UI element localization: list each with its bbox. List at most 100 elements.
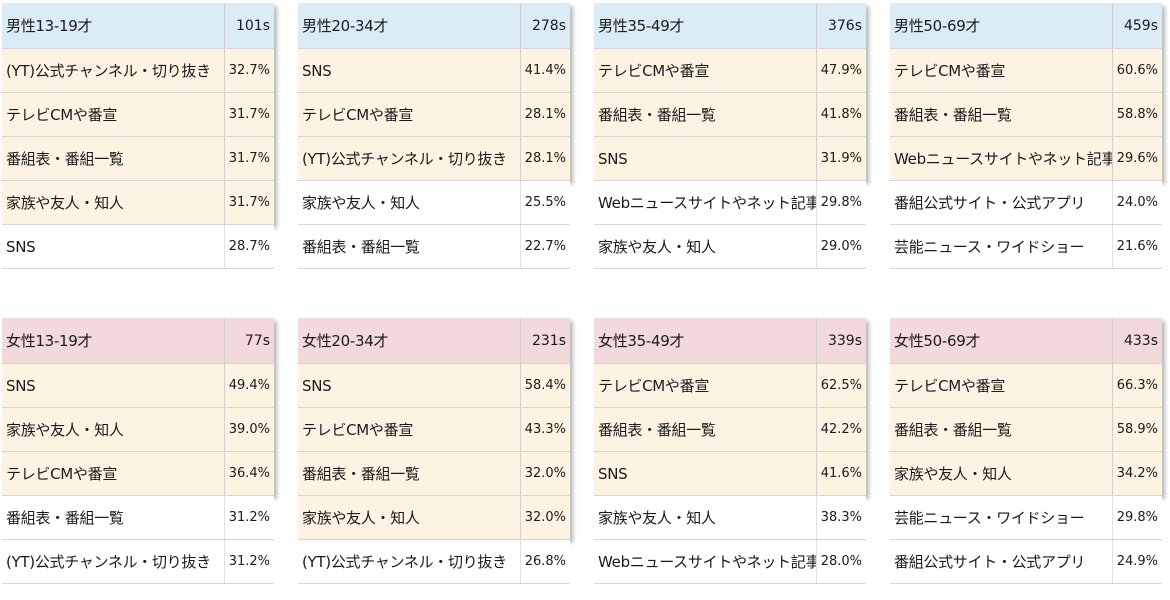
row-value: 29.8% — [816, 181, 866, 224]
sample-size: 278s — [520, 3, 570, 48]
row-value: 28.7% — [224, 225, 274, 268]
panel-header: 女性13-19才 77s — [2, 318, 274, 364]
sample-size: 433s — [1112, 318, 1162, 363]
row-label: SNS — [6, 237, 36, 256]
panel-male-50-69: 男性50-69才 459s テレビCMや番宣 60.6% 番組表・番組一覧 58.8… — [890, 3, 1162, 269]
row-value: 31.7% — [224, 93, 274, 136]
table-row: Webニュースサイトやネット記事 29.8% — [594, 181, 866, 225]
row-label: 芸能ニュース・ワイドショー — [894, 509, 1085, 527]
row-label: 家族や友人・知人 — [598, 509, 716, 527]
panel-title: 女性35-49才 — [598, 332, 685, 350]
row-value: 62.5% — [816, 364, 866, 407]
row-label: テレビCMや番宣 — [6, 106, 118, 124]
table-row: 家族や友人・知人 29.0% — [594, 225, 866, 269]
row-value: 32.7% — [224, 49, 274, 92]
row-value: 60.6% — [1112, 49, 1162, 92]
row-label: 芸能ニュース・ワイドショー — [894, 238, 1085, 256]
row-label: Webニュースサイトやネット記事 — [598, 553, 816, 571]
sample-size: 231s — [520, 318, 570, 363]
row-value: 32.0% — [520, 452, 570, 495]
table-row: 番組表・番組一覧 58.8% — [890, 93, 1162, 137]
row-label: テレビCMや番宣 — [894, 377, 1006, 395]
table-row: SNS 49.4% — [2, 364, 274, 408]
table-row: 番組表・番組一覧 31.2% — [2, 496, 274, 540]
panel-title: 女性13-19才 — [6, 332, 93, 350]
table-row: Webニュースサイトやネット記事 28.0% — [594, 540, 866, 584]
sample-size: 77s — [224, 318, 274, 363]
row-label: SNS — [302, 61, 332, 80]
row-value: 31.7% — [224, 137, 274, 180]
table-row: テレビCMや番宣 31.7% — [2, 93, 274, 137]
row-label: 家族や友人・知人 — [302, 509, 420, 527]
table-row: SNS 58.4% — [298, 364, 570, 408]
row-value: 29.6% — [1112, 137, 1162, 180]
row-value: 29.8% — [1112, 496, 1162, 539]
row-label: 番組表・番組一覧 — [6, 509, 124, 527]
panel-header: 男性50-69才 459s — [890, 3, 1162, 49]
row-value: 22.7% — [520, 225, 570, 268]
table-row: 家族や友人・知人 38.3% — [594, 496, 866, 540]
row-value: 43.3% — [520, 408, 570, 451]
row-value: 39.0% — [224, 408, 274, 451]
table-row: 番組公式サイト・公式アプリ 24.0% — [890, 181, 1162, 225]
table-row: 芸能ニュース・ワイドショー 29.8% — [890, 496, 1162, 540]
table-row: SNS 28.7% — [2, 225, 274, 269]
row-value: 58.8% — [1112, 93, 1162, 136]
panel-header: 女性20-34才 231s — [298, 318, 570, 364]
table-row: 家族や友人・知人 34.2% — [890, 452, 1162, 496]
table-row: 家族や友人・知人 39.0% — [2, 408, 274, 452]
panel-title: 女性20-34才 — [302, 332, 389, 350]
row-value: 41.4% — [520, 49, 570, 92]
panel-male-13-19: 男性13-19才 101s (YT)公式チャンネル・切り抜き 32.7% テレビC… — [2, 3, 274, 269]
row-label: SNS — [598, 464, 628, 483]
row-value: 41.6% — [816, 452, 866, 495]
panel-title: 男性35-49才 — [598, 17, 685, 35]
row-label: 家族や友人・知人 — [6, 421, 124, 439]
row-value: 24.0% — [1112, 181, 1162, 224]
row-value: 32.0% — [520, 496, 570, 539]
row-label: テレビCMや番宣 — [894, 62, 1006, 80]
table-row: 家族や友人・知人 32.0% — [298, 496, 570, 540]
table-row: テレビCMや番宣 60.6% — [890, 49, 1162, 93]
panel-header: 女性50-69才 433s — [890, 318, 1162, 364]
row-value: 66.3% — [1112, 364, 1162, 407]
panel-male-35-49: 男性35-49才 376s テレビCMや番宣 47.9% 番組表・番組一覧 41.8… — [594, 3, 866, 269]
row-label: SNS — [6, 376, 36, 395]
table-row: 芸能ニュース・ワイドショー 21.6% — [890, 225, 1162, 269]
table-row: 番組表・番組一覧 31.7% — [2, 137, 274, 181]
table-row: Webニュースサイトやネット記事 29.6% — [890, 137, 1162, 181]
row-value: 31.7% — [224, 181, 274, 224]
panel-female-35-49: 女性35-49才 339s テレビCMや番宣 62.5% 番組表・番組一覧 42.2… — [594, 318, 866, 584]
table-row: テレビCMや番宣 36.4% — [2, 452, 274, 496]
row-label: 家族や友人・知人 — [894, 465, 1012, 483]
row-value: 41.8% — [816, 93, 866, 136]
sample-size: 101s — [224, 3, 274, 48]
sample-size: 459s — [1112, 3, 1162, 48]
table-row: (YT)公式チャンネル・切り抜き 28.1% — [298, 137, 570, 181]
row-label: 番組公式サイト・公式アプリ — [894, 553, 1086, 571]
table-row: テレビCMや番宣 43.3% — [298, 408, 570, 452]
row-label: (YT)公式チャンネル・切り抜き — [6, 553, 211, 571]
row-label: 番組表・番組一覧 — [598, 421, 716, 439]
panel-header: 男性35-49才 376s — [594, 3, 866, 49]
panel-female-20-34: 女性20-34才 231s SNS 58.4% テレビCMや番宣 43.3% 番組表… — [298, 318, 570, 584]
row-value: 49.4% — [224, 364, 274, 407]
row-label: Webニュースサイトやネット記事 — [894, 150, 1112, 168]
row-value: 28.0% — [816, 540, 866, 583]
row-value: 25.5% — [520, 181, 570, 224]
row-value: 28.1% — [520, 93, 570, 136]
panel-title: 男性50-69才 — [894, 17, 981, 35]
row-value: 34.2% — [1112, 452, 1162, 495]
panel-header: 女性35-49才 339s — [594, 318, 866, 364]
table-row: テレビCMや番宣 28.1% — [298, 93, 570, 137]
row-value: 21.6% — [1112, 225, 1162, 268]
table-row: テレビCMや番宣 62.5% — [594, 364, 866, 408]
row-label: 番組表・番組一覧 — [6, 150, 124, 168]
table-row: SNS 41.6% — [594, 452, 866, 496]
row-value: 26.8% — [520, 540, 570, 583]
panel-header: 男性13-19才 101s — [2, 3, 274, 49]
row-value: 31.2% — [224, 496, 274, 539]
row-label: テレビCMや番宣 — [598, 377, 710, 395]
row-value: 29.0% — [816, 225, 866, 268]
row-label: SNS — [302, 376, 332, 395]
